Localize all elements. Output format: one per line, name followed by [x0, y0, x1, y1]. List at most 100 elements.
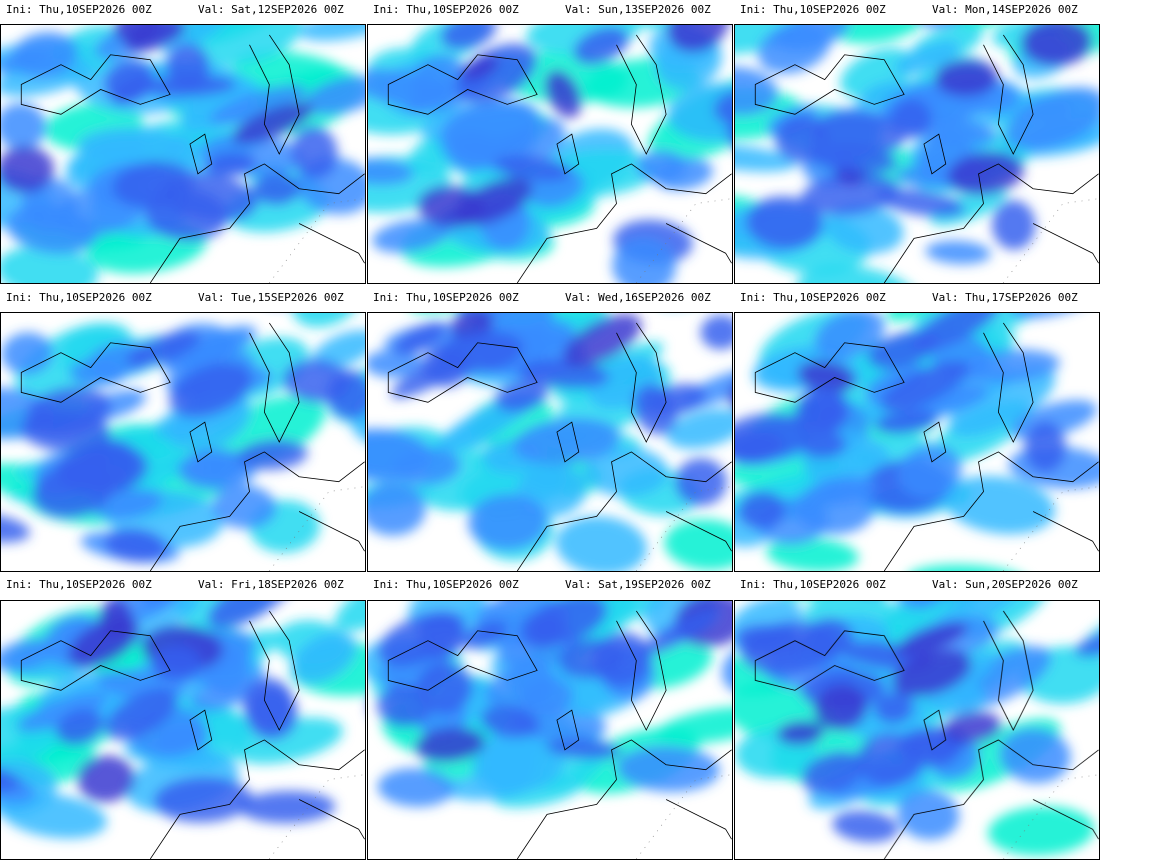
precip-blob [494, 380, 549, 413]
precip-blob [735, 66, 778, 116]
valid-time-label: Val: Sun,13SEP2026 00Z [565, 3, 711, 16]
precip-blob [1, 764, 22, 792]
coastline [189, 709, 213, 751]
precip-blob [873, 692, 914, 724]
precip-blob [462, 621, 508, 649]
coastline [189, 421, 213, 463]
init-time-label: Ini: Thu,10SEP2026 00Z [6, 578, 152, 591]
coastline [149, 739, 365, 859]
precip-blob [104, 688, 178, 741]
precip-blob [518, 359, 610, 389]
precip-blob [209, 85, 307, 126]
precip-map [0, 600, 366, 860]
precip-blob [827, 25, 928, 44]
precip-blob [1, 146, 55, 193]
precip-blob [906, 564, 1030, 571]
coastline [754, 342, 905, 403]
precip-blob [125, 330, 201, 368]
precip-blob [656, 706, 732, 744]
precip-blob [814, 313, 886, 359]
precip-blob [57, 442, 149, 496]
precip-blob [895, 622, 968, 657]
precip-blob [205, 152, 256, 177]
precip-blob [368, 349, 423, 378]
precip-map [367, 312, 733, 572]
init-time-label: Ini: Thu,10SEP2026 00Z [373, 578, 519, 591]
coastline [923, 421, 947, 463]
valid-time-label: Val: Fri,18SEP2026 00Z [198, 578, 344, 591]
coastline [516, 739, 732, 859]
precip-blob [68, 616, 140, 668]
precip-blob [879, 360, 970, 412]
precip-blob [162, 325, 257, 374]
precip-blob [740, 621, 839, 676]
precip-blob [801, 751, 864, 794]
precip-blob [555, 516, 647, 571]
precip-blob [991, 200, 1036, 250]
precip-blob [180, 80, 257, 132]
precip-blob [478, 313, 555, 343]
precip-blob [612, 237, 676, 283]
precip-blob [925, 240, 992, 265]
coastline [298, 223, 365, 264]
precip-blob [283, 359, 352, 403]
valid-time-label: Val: Wed,16SEP2026 00Z [565, 291, 711, 304]
coastline [1032, 799, 1099, 840]
precip-blob [303, 75, 365, 115]
precip-blob [435, 331, 524, 374]
precip-blob [372, 219, 450, 253]
precip-blob [757, 25, 831, 74]
precip-blob [766, 537, 859, 571]
precip-blob [664, 519, 732, 571]
precip-blob [77, 127, 182, 164]
precip-blob [192, 25, 303, 66]
precip-blob [459, 56, 499, 81]
precip-map [367, 600, 733, 860]
precip-blob [155, 722, 209, 755]
coastline [249, 610, 300, 731]
precip-blob [546, 738, 622, 760]
precip-blob [239, 791, 336, 824]
precip-blob [832, 810, 899, 843]
precip-blob [1, 245, 99, 283]
precip-blob [1, 332, 53, 375]
precip-blob [512, 417, 621, 465]
precip-map [734, 600, 1100, 860]
precip-blob [713, 89, 732, 125]
precip-blob [814, 684, 868, 731]
precip-blob [573, 26, 629, 65]
valid-time-label: Val: Sat,12SEP2026 00Z [198, 3, 344, 16]
precip-blob [667, 25, 730, 53]
precip-blob [638, 609, 720, 657]
coastline [556, 133, 580, 175]
precip-blob [1, 512, 30, 543]
valid-time-label: Val: Sat,19SEP2026 00Z [565, 578, 711, 591]
precip-blob [368, 428, 433, 482]
init-time-label: Ini: Thu,10SEP2026 00Z [6, 291, 152, 304]
precip-blob [183, 451, 244, 484]
precip-field [1, 313, 365, 563]
precip-field [368, 25, 732, 283]
precip-map [367, 24, 733, 284]
precip-blob [291, 631, 358, 685]
precip-blob [467, 494, 548, 550]
precip-blob [237, 439, 308, 470]
precip-blob [800, 172, 899, 216]
init-time-label: Ini: Thu,10SEP2026 00Z [740, 578, 886, 591]
coastline [983, 610, 1034, 731]
precip-blob [892, 649, 972, 697]
precip-blob [472, 737, 565, 794]
precip-blob [520, 678, 574, 715]
precip-blob [825, 204, 904, 254]
precip-blob [802, 393, 849, 431]
precip-blob [934, 59, 999, 97]
precip-blob [440, 25, 497, 50]
precip-blob [856, 732, 923, 787]
coastline [249, 34, 300, 155]
coastline [149, 163, 365, 283]
coastline [20, 630, 171, 691]
precip-blob [735, 144, 798, 172]
coastline [387, 630, 538, 691]
coastline [1032, 511, 1099, 552]
